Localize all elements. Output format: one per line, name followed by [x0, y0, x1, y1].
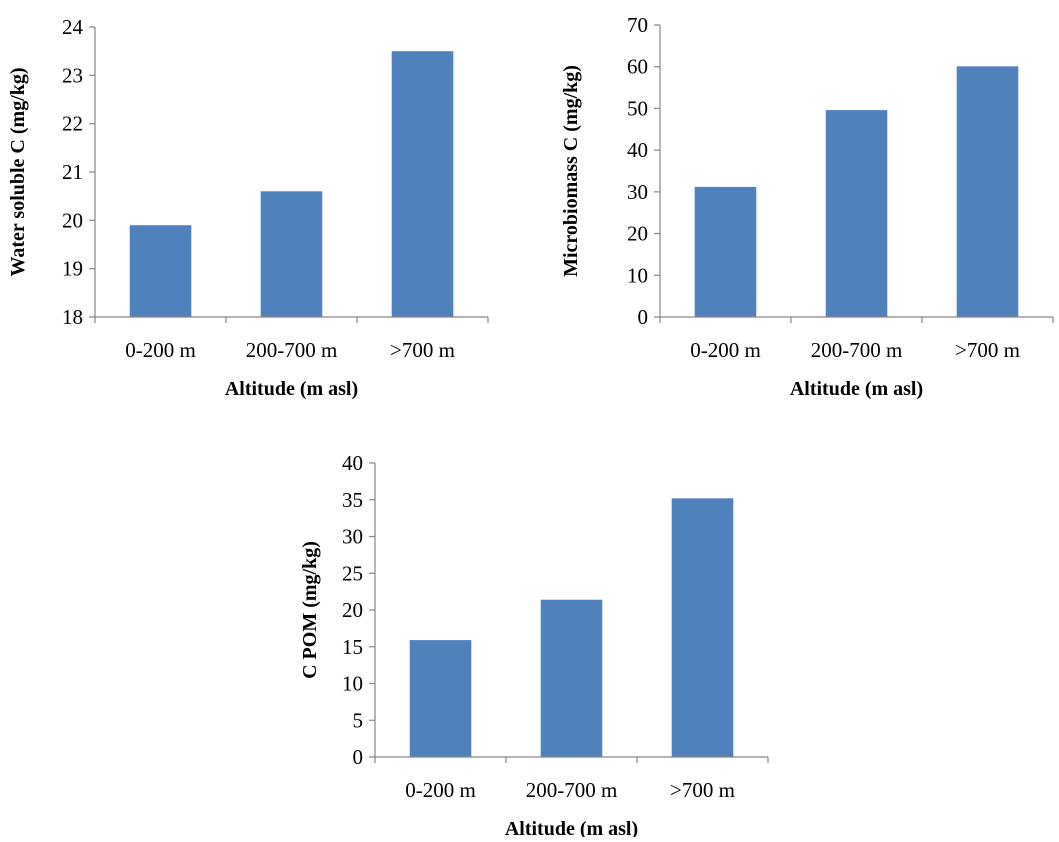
y-tick-label: 25 — [342, 561, 363, 585]
y-tick-label: 60 — [627, 55, 648, 79]
y-tick-label: 40 — [342, 451, 363, 475]
bar-3 — [671, 498, 734, 757]
y-tick-label: 10 — [627, 263, 648, 287]
y-tick-label: 23 — [62, 63, 83, 87]
y-tick-label: 30 — [342, 525, 363, 549]
y-tick-label: 35 — [342, 488, 363, 512]
y-tick-label: 70 — [627, 13, 648, 37]
y-tick-label: 10 — [342, 672, 363, 696]
y-tick-label: 18 — [62, 305, 83, 329]
y-tick-label: 21 — [62, 160, 83, 184]
x-tick-label: 0-200 m — [125, 338, 196, 362]
bar-1 — [129, 225, 192, 317]
y-tick-label: 24 — [62, 15, 84, 39]
y-tick-label: 20 — [342, 598, 363, 622]
y-axis-title: Microbiomass C (mg/kg) — [560, 65, 582, 277]
y-axis-title: C POM (mg/kg) — [299, 541, 321, 679]
y-tick-label: 22 — [62, 112, 83, 136]
bar-2 — [825, 110, 888, 317]
y-tick-label: 20 — [627, 222, 648, 246]
x-axis-title: Altitude (m asl) — [225, 378, 358, 400]
y-tick-label: 30 — [627, 180, 648, 204]
bar-2 — [260, 191, 323, 317]
x-axis-title: Altitude (m asl) — [505, 818, 638, 837]
x-axis-title: Altitude (m asl) — [790, 378, 923, 400]
chart-panel-1: 18 19 20 21 22 23 24 0-200 m 200-700 m >700 m Alti… — [7, 15, 489, 400]
x-tick-label: 200-700 m — [246, 338, 338, 362]
y-tick-label: 0 — [638, 305, 649, 329]
y-tick-label: 19 — [62, 257, 83, 281]
x-tick-label: >700 m — [390, 338, 455, 362]
bar-1 — [409, 640, 472, 757]
x-tick-label: 200-700 m — [526, 778, 618, 802]
y-tick-label: 5 — [353, 708, 364, 732]
bar-2 — [540, 599, 603, 757]
chart-panel-3: 0 5 10 15 20 25 30 35 40 0-200 m 200-700 m >700 m Al… — [299, 451, 769, 840]
y-tick-label: 50 — [627, 96, 648, 120]
x-tick-label: >700 m — [955, 338, 1020, 362]
bar-3 — [391, 51, 454, 317]
y-tick-label: 15 — [342, 635, 363, 659]
x-tick-label: >700 m — [670, 778, 735, 802]
x-tick-label: 200-700 m — [811, 338, 903, 362]
x-tick-label: 0-200 m — [690, 338, 761, 362]
y-tick-label: 20 — [62, 208, 83, 232]
chart-panel-2: 0 10 20 30 40 50 60 70 0-200 m 200-700 m >700 m Alt… — [560, 13, 1054, 400]
bar-3 — [956, 66, 1019, 317]
y-axis-title: Water soluble C (mg/kg) — [7, 67, 29, 276]
bar-1 — [694, 186, 757, 317]
x-tick-label: 0-200 m — [405, 778, 476, 802]
y-tick-label: 0 — [353, 745, 364, 769]
y-tick-label: 40 — [627, 138, 648, 162]
